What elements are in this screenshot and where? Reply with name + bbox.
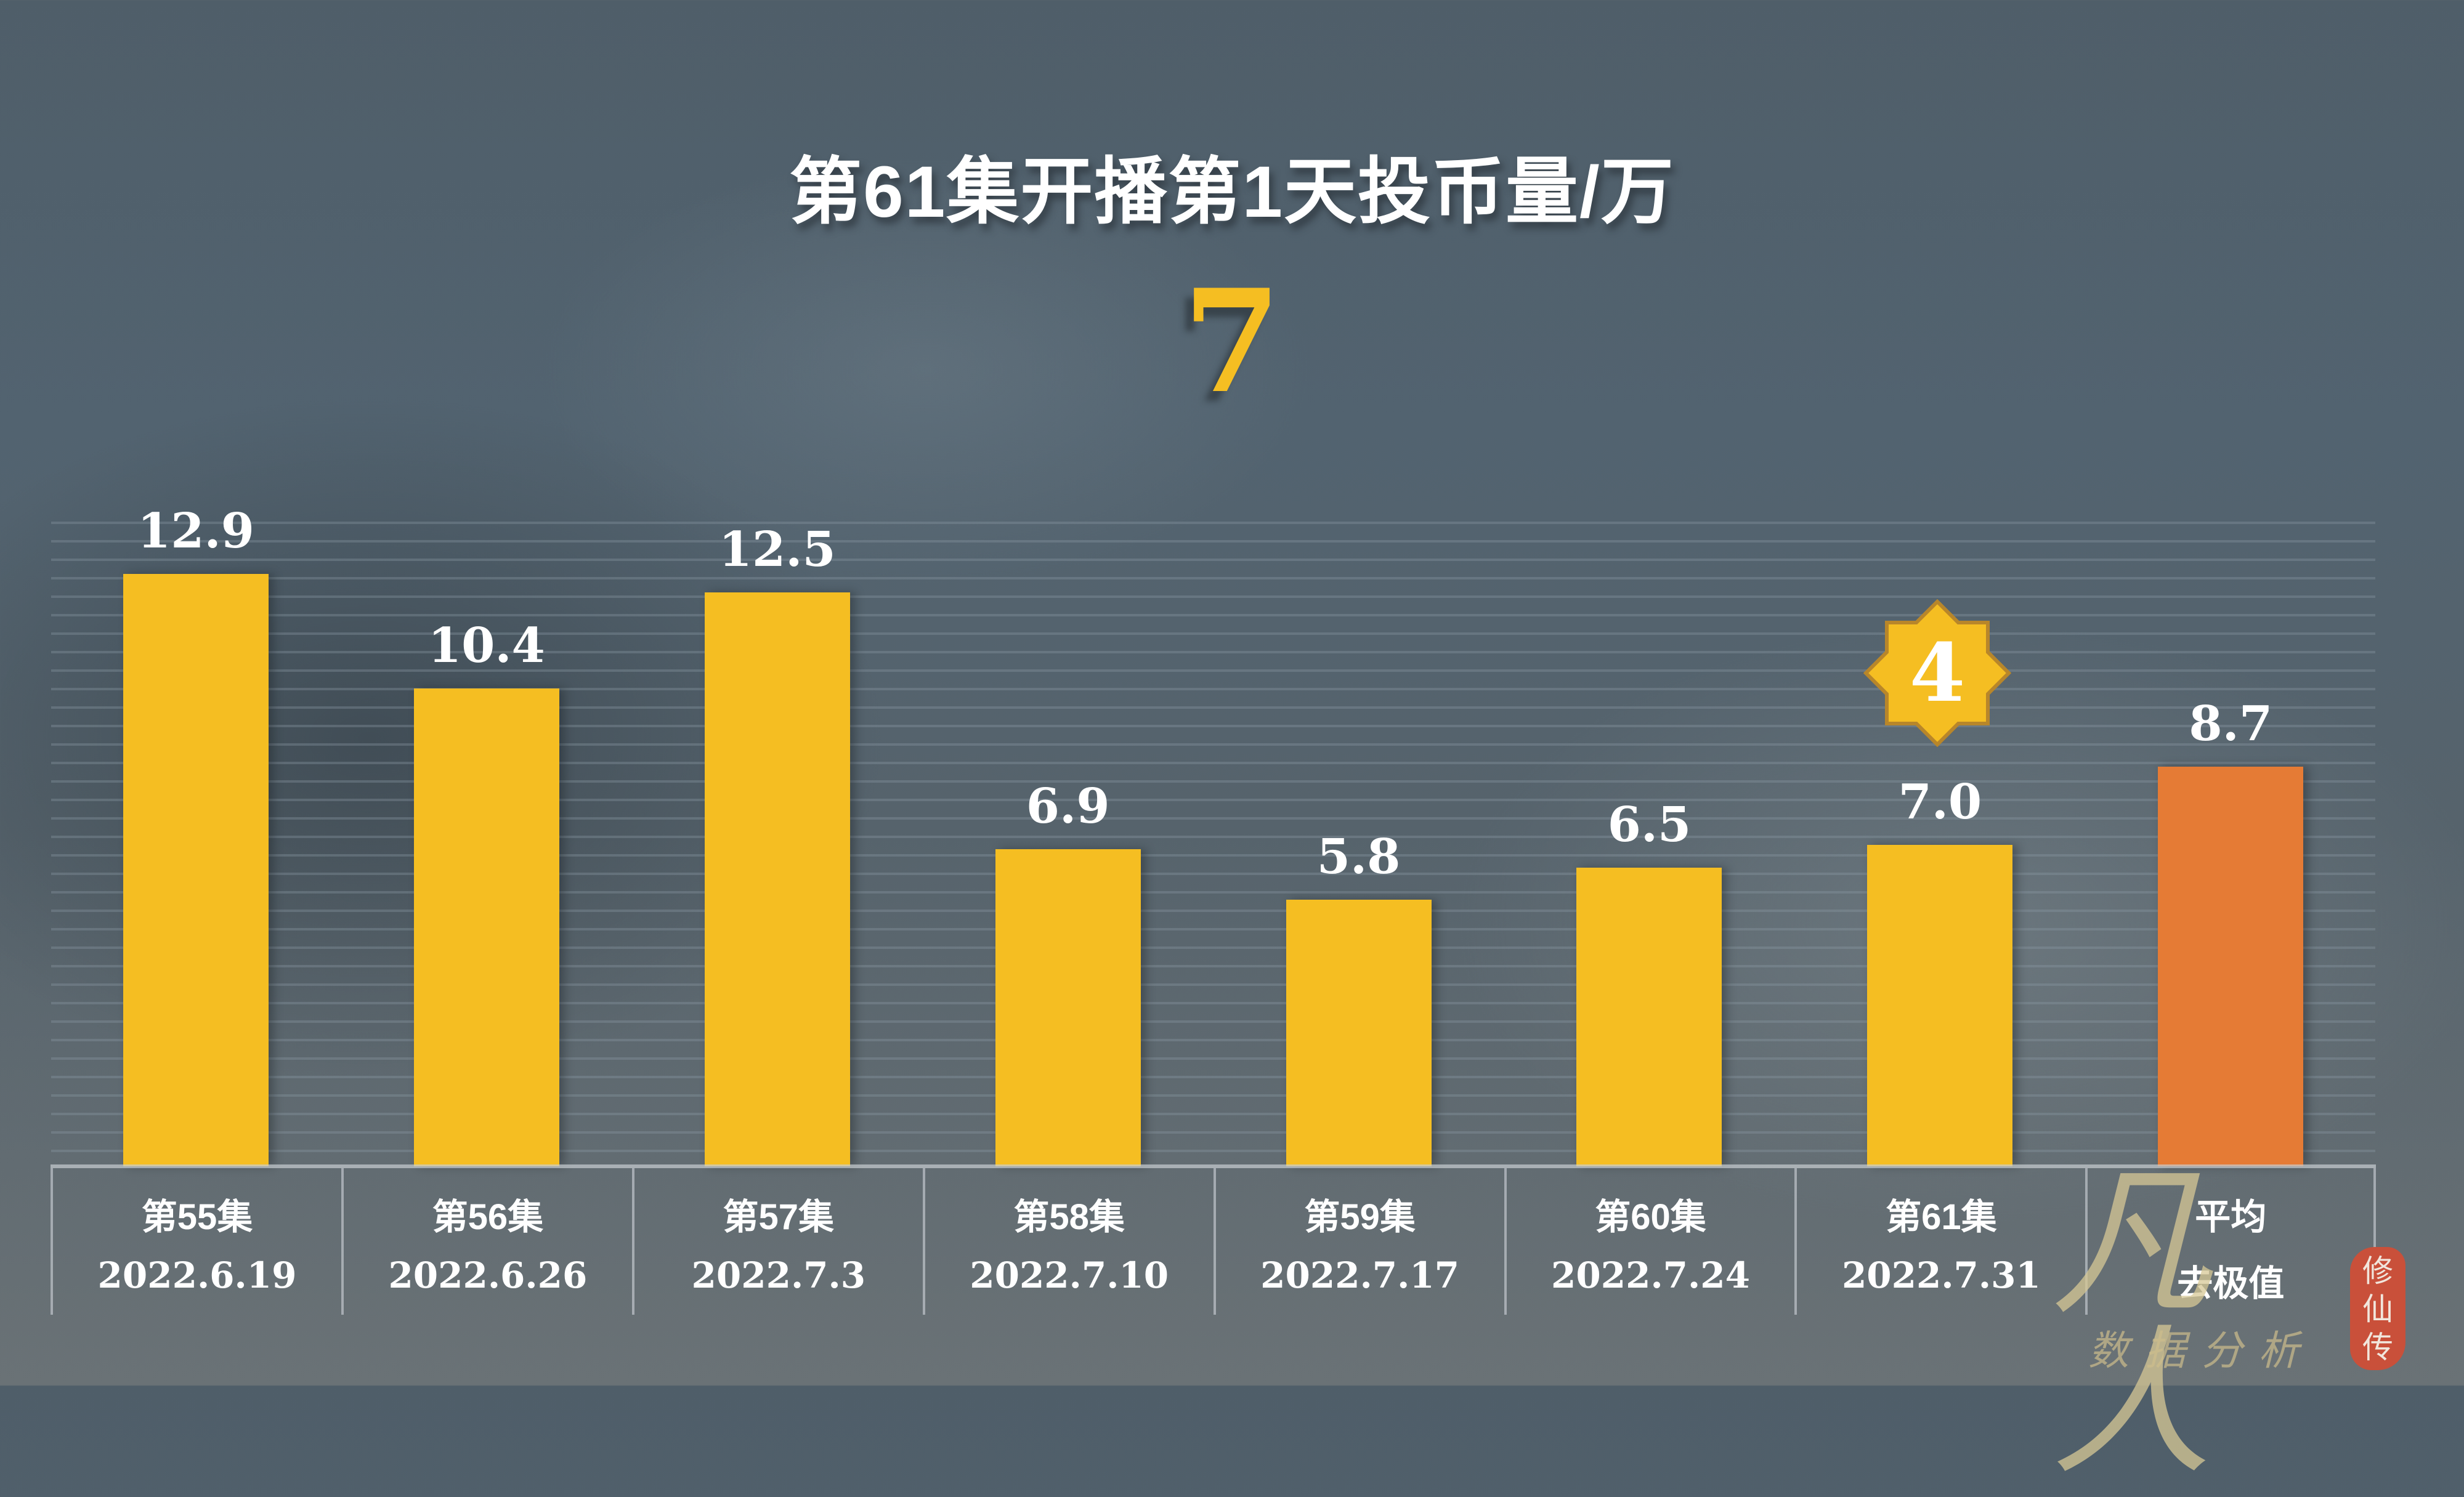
gridline <box>51 1057 2375 1060</box>
date-label: 2022.7.10 <box>970 1254 1169 1296</box>
bar-value-label: 8.7 <box>2189 695 2273 752</box>
episode-label: 第60集 <box>1595 1197 1706 1237</box>
watermark-seal: 修仙传 <box>2350 1247 2405 1370</box>
axis-cell: 平均 去极值 <box>2085 1168 2377 1315</box>
gridline <box>51 725 2375 727</box>
axis-cell: 第56集 2022.6.26 <box>341 1168 632 1315</box>
episode-label: 第55集 <box>141 1197 253 1237</box>
bar-value-label: 12.5 <box>718 521 836 578</box>
bar <box>413 688 559 1166</box>
bar <box>1867 844 2013 1166</box>
gridline <box>51 1076 2375 1078</box>
star-badge-icon <box>1863 599 2012 748</box>
gridline <box>51 983 2375 986</box>
gridline <box>51 1020 2375 1023</box>
rank-badge: 4 <box>1863 599 2012 748</box>
highlight-number: 7 <box>1182 259 1282 425</box>
bar-value-label: 10.4 <box>428 618 545 674</box>
date-label: 2022.6.19 <box>97 1254 297 1296</box>
gridline <box>51 1039 2375 1041</box>
axis-cell: 第57集 2022.7.3 <box>631 1168 923 1315</box>
axis-cell: 第55集 2022.6.19 <box>51 1168 341 1315</box>
date-label: 2022.7.24 <box>1551 1254 1750 1296</box>
gridline <box>51 743 2375 746</box>
bar <box>704 592 850 1166</box>
episode-label: 第58集 <box>1013 1197 1125 1237</box>
category-axis-table: 第55集 2022.6.19 第56集 2022.6.26 第57集 2022.7.3 第5… <box>51 1164 2377 1315</box>
bar <box>1576 868 1722 1166</box>
bar-value-label: 12.9 <box>137 502 254 559</box>
date-label: 2022.7.3 <box>691 1254 866 1296</box>
gridline <box>51 706 2375 709</box>
gridline <box>51 559 2375 561</box>
gridline <box>51 946 2375 949</box>
date-label: 2022.7.17 <box>1260 1254 1460 1296</box>
gridline <box>51 965 2375 967</box>
gridline <box>51 614 2375 616</box>
gridline <box>51 910 2375 912</box>
axis-cell: 第60集 2022.7.24 <box>1504 1168 1795 1315</box>
gridline <box>51 595 2375 598</box>
gridline <box>51 1094 2375 1097</box>
watermark-logo: 凡人 数据分析 <box>2027 1164 2347 1484</box>
bar-value-label: 6.9 <box>1026 778 1110 835</box>
date-label: 2022.7.31 <box>1841 1254 2041 1296</box>
gridline <box>51 522 2375 524</box>
episode-label: 第57集 <box>723 1197 835 1237</box>
gridline <box>51 928 2375 930</box>
bar-average <box>2158 766 2304 1166</box>
date-label: 去极值 <box>2177 1264 2285 1304</box>
watermark-subtitle: 数据分析 <box>2088 1327 2315 1374</box>
bar <box>995 849 1141 1166</box>
gridline <box>51 1002 2375 1004</box>
gridline <box>51 1113 2375 1115</box>
axis-cell: 第59集 2022.7.17 <box>1213 1168 1504 1315</box>
rank-badge-label: 4 <box>1909 626 1966 720</box>
episode-label: 第59集 <box>1304 1197 1416 1237</box>
gridline <box>51 540 2375 543</box>
gridline <box>51 688 2375 690</box>
episode-label: 第61集 <box>1886 1197 1997 1237</box>
bar <box>1286 900 1432 1166</box>
page-title: 第61集开播第1天投币量/万 <box>789 151 1675 233</box>
bar <box>123 573 269 1166</box>
watermark-seal-text: 修仙传 <box>2362 1253 2393 1365</box>
gridline <box>51 762 2375 764</box>
axis-cell: 第58集 2022.7.10 <box>922 1168 1214 1315</box>
date-label: 2022.6.26 <box>388 1254 588 1296</box>
gridline <box>51 577 2375 579</box>
bar-value-label: 7.0 <box>1898 773 1982 830</box>
gridline <box>51 1150 2375 1152</box>
gridline <box>51 891 2375 894</box>
axis-cell: 第61集 2022.7.31 <box>1794 1168 2085 1315</box>
gridline <box>51 1131 2375 1134</box>
bar-value-label: 6.5 <box>1607 797 1692 853</box>
episode-label: 第56集 <box>432 1197 544 1237</box>
bar-value-label: 5.8 <box>1316 829 1401 886</box>
episode-label: 平均 <box>2195 1197 2267 1237</box>
